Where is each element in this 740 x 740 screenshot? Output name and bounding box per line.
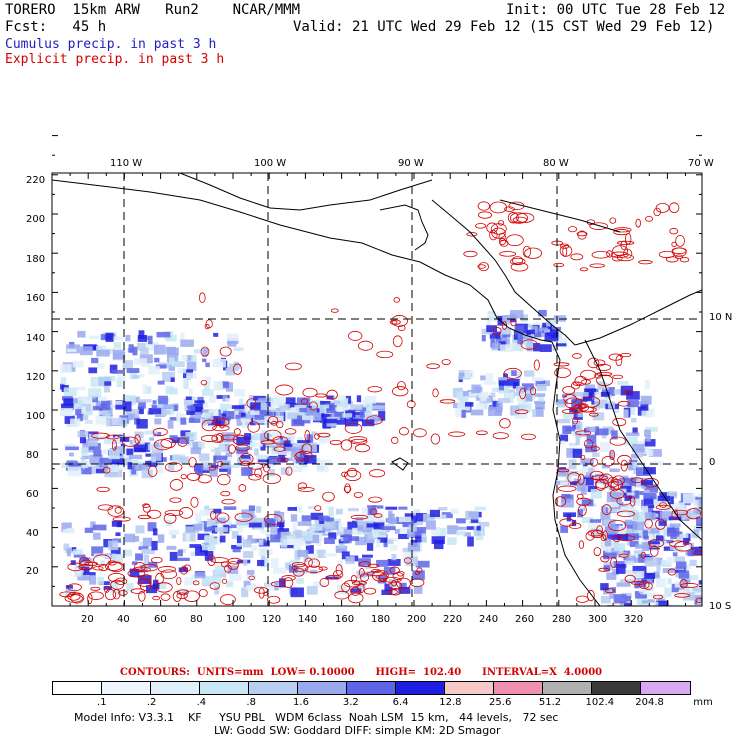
bottom-tick-label: 100	[226, 614, 246, 625]
bottom-tick-label: 260	[515, 614, 535, 625]
model-title: TORERO 15km ARW Run2 NCAR/MMM	[5, 2, 301, 18]
colorbar-label: 102.4	[585, 697, 615, 708]
colorbar-cell	[53, 682, 102, 694]
right-lat-label: 0	[709, 457, 716, 468]
colorbar-cell	[102, 682, 151, 694]
galapagos	[391, 457, 409, 471]
plot-frame	[51, 172, 703, 607]
axis-ticks	[51, 135, 702, 607]
coastline-caribbean	[431, 199, 576, 346]
bottom-tick-label: 200	[407, 614, 427, 625]
top-lon-label: 70 W	[688, 158, 714, 169]
bottom-tick-label: 180	[371, 614, 391, 625]
left-tick-label: 20	[26, 566, 39, 577]
bottom-tick-label: 240	[479, 614, 499, 625]
bottom-tick-label: 40	[117, 614, 130, 625]
left-tick-label: 40	[26, 528, 39, 539]
colorbar-cell	[200, 682, 249, 694]
border-andes	[584, 339, 702, 541]
colorbar-cell	[298, 682, 347, 694]
coastline-mexico-central-america	[52, 179, 553, 343]
colorbar-label: 1.6	[293, 697, 309, 708]
left-tick-label: 100	[26, 411, 46, 422]
bottom-tick-label: 140	[298, 614, 318, 625]
bottom-tick-label: 120	[262, 614, 282, 625]
colorbar-label: 3.2	[342, 697, 359, 708]
bottom-tick-label: 320	[624, 614, 644, 625]
init-time: Init: 00 UTC Tue 28 Feb 12	[506, 2, 726, 18]
physics-info: LW: Godd SW: Goddard DIFF: simple KM: 2D…	[214, 724, 501, 737]
top-lon-label: 100 W	[254, 158, 287, 169]
colorbar-label: 25.6	[489, 697, 512, 708]
colorbar-cell	[396, 682, 445, 694]
colorbar	[52, 681, 691, 695]
left-tick-label: 80	[26, 450, 39, 461]
contours-info: CONTOURS: UNITS=mm LOW= 0.10000 HIGH= 10…	[120, 667, 603, 678]
bottom-tick-label: 220	[443, 614, 463, 625]
right-lat-label: 10 N	[709, 312, 733, 323]
bottom-tick-label: 60	[154, 614, 167, 625]
colorbar-cell	[543, 682, 592, 694]
left-tick-label: 200	[26, 214, 46, 225]
legend-explicit: Explicit precip. in past 3 h	[5, 52, 225, 67]
coastline-yucatan	[379, 204, 429, 251]
left-tick-label: 120	[26, 372, 46, 383]
bottom-tick-label: 160	[335, 614, 355, 625]
bottom-tick-label: 20	[81, 614, 94, 625]
top-lon-label: 80 W	[543, 158, 569, 169]
lat-lon-grid	[52, 173, 702, 606]
colorbar-cell	[592, 682, 641, 694]
precip-field	[59, 201, 702, 606]
colorbar-cell	[151, 682, 200, 694]
legend-cumulus: Cumulus precip. in past 3 h	[5, 37, 217, 52]
colorbar-cell	[641, 682, 690, 694]
valid-time: Valid: 21 UTC Wed 29 Feb 12 (15 CST Wed …	[293, 19, 715, 35]
model-info: Model Info: V3.3.1 KF YSU PBL WDM 6class…	[74, 711, 559, 724]
bottom-tick-label: 280	[552, 614, 572, 625]
forecast-hour: Fcst: 45 h	[5, 19, 107, 35]
left-tick-label: 60	[26, 489, 39, 500]
bottom-tick-label: 80	[190, 614, 203, 625]
right-lat-label: 10 S	[709, 601, 732, 612]
coastline-gulf	[179, 173, 433, 211]
colorbar-label: 51.2	[538, 697, 562, 708]
colorbar-label: 6.4	[392, 697, 409, 708]
colorbar-label: .8	[246, 697, 256, 708]
coastline-south-america	[551, 341, 601, 606]
colorbar-label: .2	[146, 697, 157, 708]
top-lon-label: 90 W	[398, 158, 424, 169]
bottom-tick-label: 300	[588, 614, 608, 625]
colorbar-cell	[445, 682, 494, 694]
left-tick-label: 180	[26, 254, 46, 265]
colorbar-label: 12.8	[439, 697, 462, 708]
coastline	[52, 173, 702, 606]
colorbar-label: .1	[97, 697, 107, 708]
colorbar-label: 204.8	[635, 697, 664, 708]
colorbar-cell	[347, 682, 396, 694]
left-tick-label: 160	[26, 293, 46, 304]
colorbar-cell	[249, 682, 298, 694]
coastline-cuba	[499, 199, 621, 233]
left-tick-label: 140	[26, 333, 46, 344]
colorbar-label: .4	[196, 697, 207, 708]
left-tick-label: 220	[26, 175, 46, 186]
colorbar-cell	[494, 682, 543, 694]
coastline-venezuela	[574, 289, 702, 346]
top-lon-label: 110 W	[110, 158, 143, 169]
colorbar-units: mm	[693, 697, 713, 708]
